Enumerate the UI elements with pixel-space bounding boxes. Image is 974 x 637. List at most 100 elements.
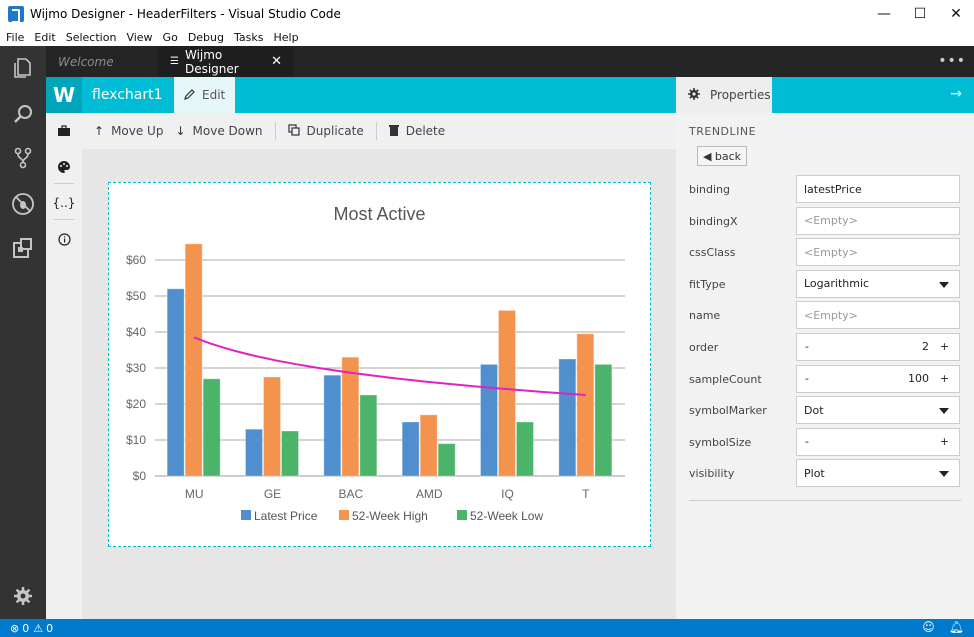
tab-wijmo-designer-label: Wijmo Designer <box>184 47 239 76</box>
property-row-binding: binding latestPrice <box>676 175 974 205</box>
close-window-button[interactable]: ✕ <box>950 6 962 22</box>
symbolSize-stepper[interactable]: - + <box>796 427 960 456</box>
maximize-button[interactable]: ☐ <box>913 6 927 22</box>
tool-separator <box>54 183 74 184</box>
info-icon[interactable] <box>54 229 74 249</box>
move-down-label: Move Down <box>192 124 263 138</box>
menu-help[interactable]: Help <box>273 30 299 44</box>
bar-52-week-low <box>281 430 299 477</box>
control-name: flexchart1 <box>92 87 163 103</box>
property-row-symbolSize: symbolSize - + <box>676 427 974 458</box>
x-tick-label: AMD <box>416 487 443 501</box>
duplicate-label: Duplicate <box>306 124 364 138</box>
briefcase-icon[interactable] <box>54 121 74 141</box>
input-value: <Empty> <box>804 214 858 228</box>
property-row-fitType: fitType Logarithmic <box>676 269 974 300</box>
bar-latest-price <box>401 421 420 477</box>
menu-view[interactable]: View <box>126 30 153 44</box>
tab-welcome[interactable]: Welcome <box>46 46 158 77</box>
stepper-value[interactable]: 2 <box>922 340 929 353</box>
bar-latest-price <box>323 374 342 477</box>
bindingX-input[interactable]: <Empty> <box>796 206 960 235</box>
feedback-smiley-icon[interactable]: ☺ <box>922 620 935 634</box>
property-label: symbolMarker <box>689 404 767 418</box>
tab-wijmo-designer[interactable]: ☰ Wijmo Designer ✕ <box>158 46 294 77</box>
bar-52-week-low <box>437 443 456 477</box>
select-value: Logarithmic <box>804 277 870 291</box>
y-tick-label: $10 <box>126 433 146 447</box>
dropdown-arrow-icon[interactable] <box>939 408 949 415</box>
edit-label: Edit <box>202 88 226 102</box>
bar-52-week-high <box>341 356 360 477</box>
more-actions-icon[interactable]: ••• <box>938 53 966 69</box>
bar-latest-price <box>480 363 498 477</box>
close-tab-icon[interactable]: ✕ <box>271 54 282 69</box>
symbolMarker-select[interactable]: Dot <box>796 396 960 425</box>
increment-button[interactable]: + <box>939 434 949 448</box>
menu-debug[interactable]: Debug <box>187 30 224 44</box>
dropdown-arrow-icon[interactable] <box>939 281 949 288</box>
x-tick-label: GE <box>264 487 281 501</box>
search-icon[interactable] <box>11 102 35 126</box>
dropdown-arrow-icon[interactable] <box>939 471 949 478</box>
binding-input[interactable]: latestPrice <box>796 175 960 203</box>
flexchart-container[interactable]: Most Active $0 $10 $20 $30 $40 $50 $60 MU GE BAC AM… <box>108 182 651 547</box>
order-stepper[interactable]: - 2 + <box>796 333 960 361</box>
duplicate-button[interactable]: Duplicate <box>287 123 364 139</box>
menu-file[interactable]: File <box>6 30 25 44</box>
bar-52-week-low <box>359 394 378 477</box>
menu-selection[interactable]: Selection <box>65 30 117 44</box>
menu-go[interactable]: Go <box>162 30 178 44</box>
bar-52-week-high <box>263 376 281 477</box>
increment-button[interactable]: + <box>939 371 949 385</box>
tool-separator <box>54 219 74 220</box>
input-value: latestPrice <box>804 182 862 196</box>
warnings-icon[interactable]: ⚠ <box>33 621 44 635</box>
fitType-select[interactable]: Logarithmic <box>796 269 960 298</box>
collapse-arrow-icon[interactable]: → <box>950 86 962 102</box>
bar-52-week-high <box>419 414 438 477</box>
visibility-select[interactable]: Plot <box>796 459 960 488</box>
input-value: <Empty> <box>804 245 858 259</box>
y-tick-label: $30 <box>126 361 146 375</box>
explorer-icon[interactable] <box>11 56 35 80</box>
increment-button[interactable]: + <box>939 340 949 353</box>
property-label: binding <box>689 183 731 196</box>
errors-icon[interactable]: ⊗ <box>10 621 20 635</box>
duplicate-icon <box>287 123 300 139</box>
debug-icon[interactable] <box>11 192 35 216</box>
warnings-count[interactable]: 0 <box>46 621 54 635</box>
decrement-button[interactable]: - <box>805 371 809 385</box>
move-down-button[interactable]: ↓ Move Down <box>175 124 262 138</box>
window-title: Wijmo Designer - HeaderFilters - Visual … <box>30 7 341 21</box>
y-tick-label: $20 <box>126 397 146 411</box>
cssClass-input[interactable]: <Empty> <box>796 238 960 267</box>
extensions-icon[interactable] <box>11 236 35 260</box>
menu-tasks[interactable]: Tasks <box>234 30 264 44</box>
palette-icon[interactable] <box>54 157 74 177</box>
errors-count[interactable]: 0 <box>22 621 30 635</box>
delete-button[interactable]: Delete <box>388 124 445 139</box>
gear-icon <box>688 87 700 103</box>
back-button[interactable]: ◀ back <box>697 146 747 166</box>
name-input[interactable]: <Empty> <box>796 301 960 330</box>
source-control-icon[interactable] <box>11 146 35 170</box>
decrement-button[interactable]: - <box>805 434 809 448</box>
bar-latest-price <box>558 358 577 477</box>
braces-icon[interactable]: {..} <box>52 196 76 210</box>
properties-tab[interactable]: Properties <box>676 77 772 113</box>
sampleCount-stepper[interactable]: - 100 + <box>796 364 960 393</box>
menu-edit[interactable]: Edit <box>34 30 56 44</box>
edit-button[interactable]: Edit <box>174 77 236 113</box>
bar-52-week-high <box>498 309 516 477</box>
bar-52-week-low <box>202 378 221 477</box>
chart-title: Most Active <box>333 204 425 224</box>
settings-icon[interactable] <box>11 584 35 608</box>
notifications-bell-icon[interactable]: 🔔︎ <box>948 620 964 634</box>
minimize-button[interactable]: — <box>877 6 891 22</box>
bar-52-week-high <box>184 243 203 477</box>
decrement-button[interactable]: - <box>805 340 809 353</box>
legend-swatch <box>339 510 349 520</box>
move-up-button[interactable]: ↑ Move Up <box>94 124 163 138</box>
stepper-value[interactable]: 100 <box>908 371 929 385</box>
